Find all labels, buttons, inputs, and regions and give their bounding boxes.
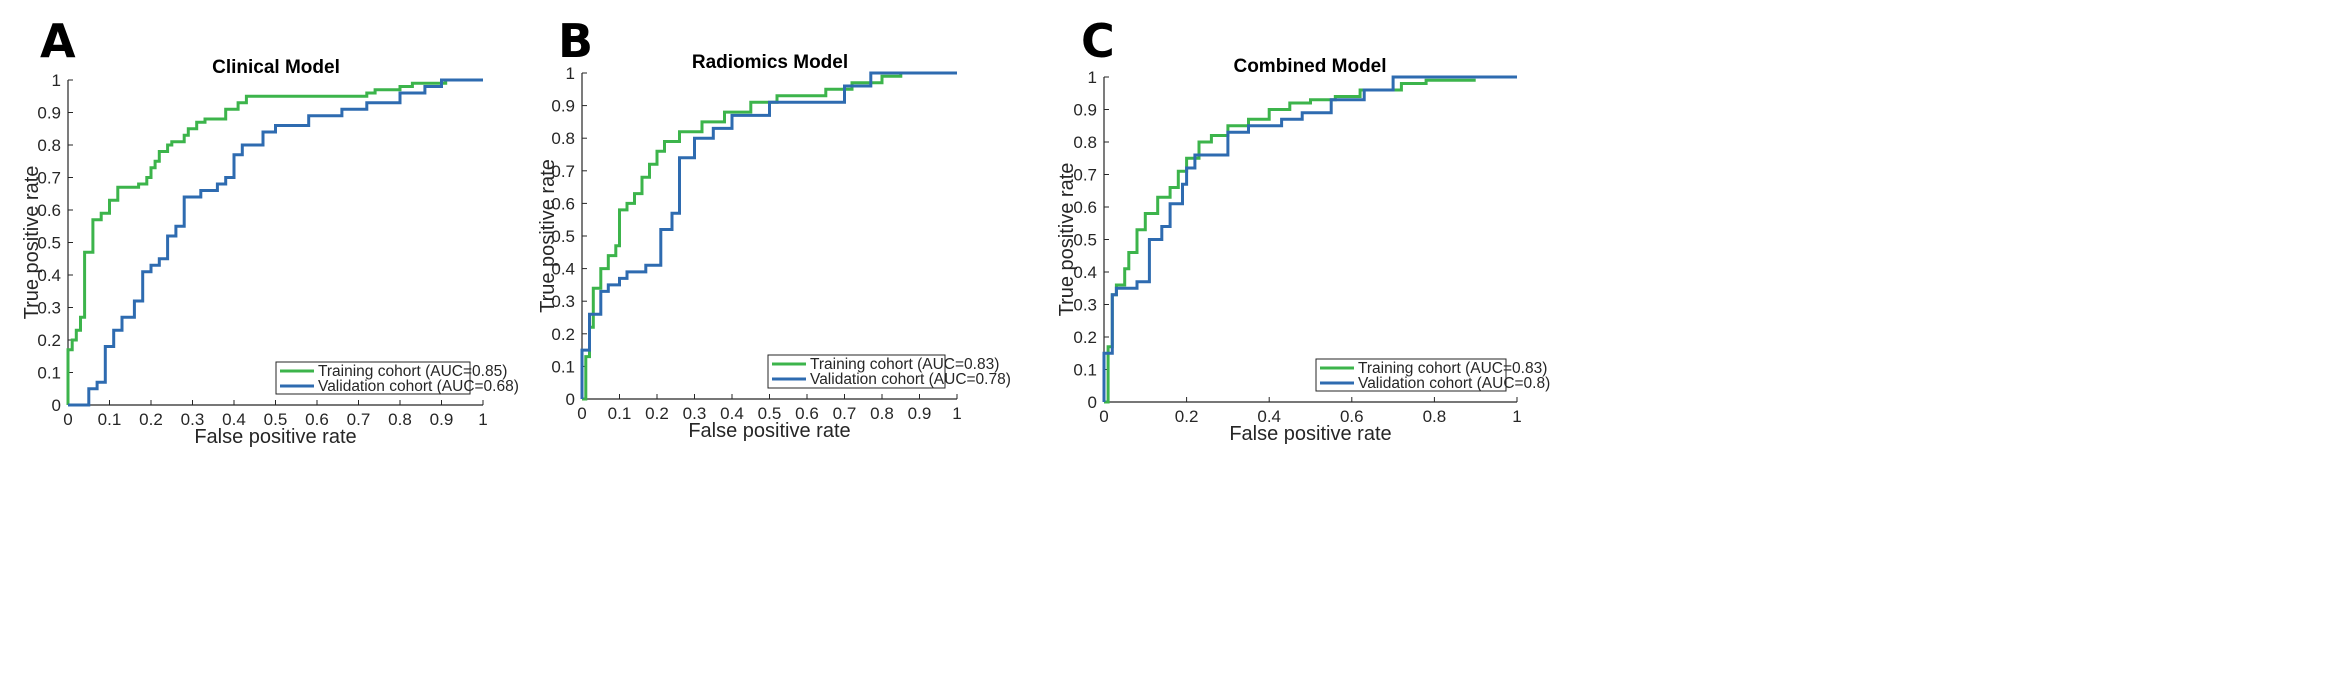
y-tick-label: 0.3 [1073,296,1097,315]
y-tick-label: 0.4 [551,260,575,279]
y-tick-label: 0.6 [1073,198,1097,217]
x-tick-label: 0 [63,410,72,429]
legend-entry: Validation cohort (AUC=0.68) [318,378,519,395]
y-tick-label: 0.7 [551,162,575,181]
training-roc-curve [582,71,957,401]
x-tick-label: 0.6 [1340,407,1364,426]
x-tick-label: 0.8 [1423,407,1447,426]
panel-letter-a: A [40,14,76,68]
legend-entry: Validation cohort (AUC=0.78) [810,371,1011,388]
x-tick-label: 0.6 [795,404,819,423]
chart-combined-model: 0 0.2 0.4 0.6 0.8 1 0 0.1 0.2 0.3 0.4 0.5 0.6 0.7 0.8 0… [1056,56,1550,445]
panel-b: B 0 0.1 0.2 0.3 0.4 0.5 0.6 0.7 0.8 0.9 1 0 0.1 0.2 0.… [0,0,1100,674]
chart-title: Combined Model [1233,56,1386,77]
x-tick-label: 0 [1099,407,1108,426]
y-tick-label: 0.7 [37,169,61,188]
x-tick-label: 0.6 [305,410,329,429]
y-axis-label: True positive rate [21,166,43,320]
y-tick-label: 0.5 [1073,231,1097,250]
x-tick-label: 0.9 [908,404,932,423]
x-tick-label: 0.1 [98,410,122,429]
legend-box [275,361,471,395]
y-axis-label: True positive rate [1056,163,1078,317]
y-tick-label: 0.5 [37,234,61,253]
x-tick-label: 1 [1512,407,1521,426]
x-tick-label: 0.2 [139,410,163,429]
y-tick-label: 0.8 [551,129,575,148]
x-tick-label: 0.4 [222,410,246,429]
y-tick-label: 0.3 [37,299,61,318]
y-tick-label: 0.8 [1073,133,1097,152]
x-tick-label: 0.7 [833,404,857,423]
legend-entry: Validation cohort (AUC=0.8) [1358,375,1550,392]
x-axis-label: False positive rate [1229,423,1391,445]
y-tick-label: 0.9 [37,104,61,123]
y-tick-label: 0.2 [551,325,575,344]
y-tick-label: 0.2 [37,331,61,350]
y-tick-label: 0.9 [1073,101,1097,120]
y-axis-label: True positive rate [537,159,559,313]
x-tick-label: 0.3 [181,410,205,429]
x-tick-label: 0.2 [1175,407,1199,426]
x-tick-label: 0.1 [608,404,632,423]
legend-entry: Training cohort (AUC=0.85) [318,363,507,380]
y-tick-label: 0 [566,390,575,409]
y-tick-label: 0.1 [551,357,575,376]
legend-entry: Training cohort (AUC=0.83) [1358,360,1547,377]
x-tick-label: 0.4 [1257,407,1281,426]
x-tick-label: 0.9 [430,410,454,429]
y-tick-label: 1 [52,71,61,90]
x-tick-label: 0.8 [388,410,412,429]
x-tick-label: 0 [577,404,586,423]
y-tick-label: 0.5 [551,227,575,246]
x-tick-label: 0.3 [683,404,707,423]
training-roc-curve [1104,78,1476,404]
y-tick-label: 0.1 [1073,361,1097,380]
x-tick-label: 0.2 [645,404,669,423]
legend-box [767,354,946,389]
panel-a: A 0 0.1 0.2 0.3 0.4 0.5 0.6 0.7 0.8 0.9 1 0 0.1 0.2 0.… [0,0,800,674]
y-tick-label: 0 [52,396,61,415]
y-tick-label: 0.2 [1073,328,1097,347]
legend-box [1315,358,1507,392]
validation-roc-curve [580,71,957,399]
x-axis-label: False positive rate [194,426,356,448]
y-tick-label: 0.7 [1073,166,1097,185]
y-tick-label: 0.6 [551,194,575,213]
x-tick-label: 1 [952,404,961,423]
y-tick-label: 0.6 [37,201,61,220]
chart-clinical-model: 0 0.1 0.2 0.3 0.4 0.5 0.6 0.7 0.8 0.9 1 0 0.1 0.2 0.3 0… [21,57,519,448]
x-tick-label: 0.5 [264,410,288,429]
chart-radiomics-model: 0 0.1 0.2 0.3 0.4 0.5 0.6 0.7 0.8 0.9 1 0 0.1 0.2 0.3 0… [537,52,1011,442]
y-tick-label: 1 [1088,68,1097,87]
y-tick-label: 1 [566,64,575,83]
x-tick-label: 0.4 [720,404,744,423]
y-tick-label: 0.9 [551,97,575,116]
y-tick-label: 0.8 [37,136,61,155]
y-tick-label: 0.4 [1073,263,1097,282]
panel-letter-b: B [558,14,594,68]
legend-entry: Training cohort (AUC=0.83) [810,356,999,373]
x-tick-label: 1 [478,410,487,429]
y-tick-label: 0.3 [551,292,575,311]
x-tick-label: 0.5 [758,404,782,423]
panel-letter-c: C [1081,14,1115,68]
panel-c: C 0 0.2 0.4 0.6 0.8 1 0 0.1 0.2 0.3 0.4 0.5 0.6 0.7 0.… [1056,14,1550,445]
x-tick-label: 0.8 [870,404,894,423]
x-tick-label: 0.7 [347,410,371,429]
chart-title: Radiomics Model [692,52,848,73]
validation-roc-curve [68,78,483,407]
validation-roc-curve [1102,75,1517,402]
y-tick-label: 0.4 [37,266,61,285]
training-roc-curve [66,78,483,405]
x-axis-label: False positive rate [688,420,850,442]
y-tick-label: 0 [1088,393,1097,412]
y-tick-label: 0.1 [37,364,61,383]
chart-title: Clinical Model [212,57,340,78]
